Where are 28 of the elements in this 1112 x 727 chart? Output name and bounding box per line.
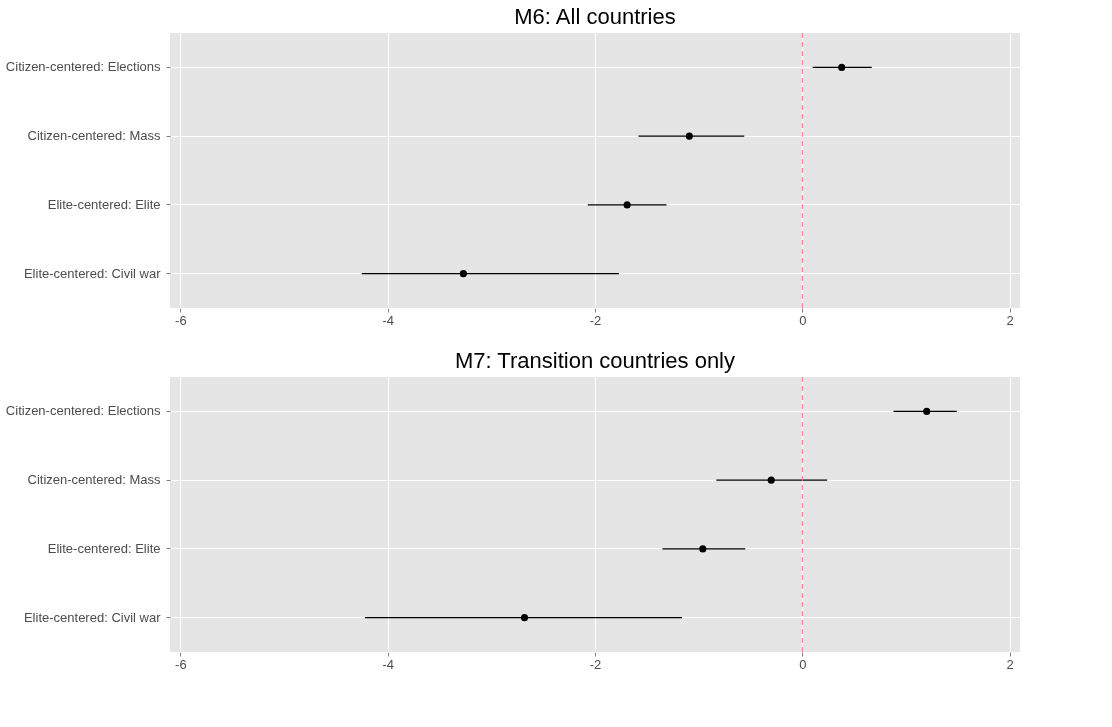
chart-title: M6: All countries	[514, 3, 676, 29]
x-tick-label: 2	[1006, 312, 1014, 328]
point	[838, 63, 846, 71]
x-tick-label: -2	[589, 656, 602, 672]
point	[459, 270, 467, 278]
x-tick-label: -4	[382, 656, 394, 672]
point	[767, 476, 775, 484]
chart-title: M7: Transition countries only	[454, 347, 736, 373]
x-tick-label: 0	[799, 312, 807, 328]
point	[520, 614, 529, 622]
y-tick-label: Citizen-centered: Elections	[5, 59, 161, 75]
y-tick-label: Citizen-centered: Mass	[27, 128, 161, 144]
point	[923, 407, 931, 415]
point	[685, 132, 693, 140]
x-tick-label: 0	[799, 656, 807, 672]
y-tick-label: Elite-centered: Civil war	[23, 265, 162, 281]
x-tick-label: -6	[175, 656, 187, 672]
y-tick-label: Citizen-centered: Mass	[27, 472, 161, 488]
point	[623, 201, 631, 209]
y-tick-label: Elite-centered: Elite	[47, 196, 161, 212]
x-tick-label: -4	[382, 312, 394, 328]
x-tick-label: 2	[1006, 656, 1014, 672]
y-tick-label: Citizen-centered: Elections	[5, 403, 161, 419]
x-tick-label: -2	[589, 312, 602, 328]
y-tick-label: Elite-centered: Elite	[47, 540, 161, 556]
x-tick-label: -6	[175, 312, 187, 328]
y-tick-label: Elite-centered: Civil war	[23, 609, 162, 625]
point	[699, 545, 707, 553]
